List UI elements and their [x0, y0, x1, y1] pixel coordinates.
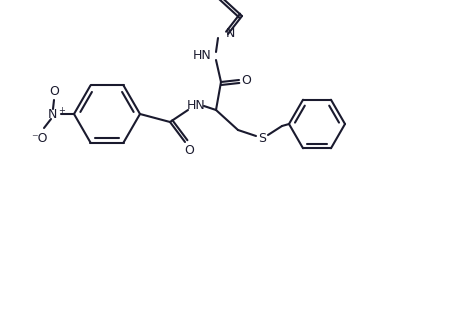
Text: HN: HN — [192, 49, 212, 62]
Text: ⁻O: ⁻O — [31, 131, 47, 145]
Text: N: N — [226, 26, 235, 40]
Text: O: O — [49, 84, 59, 98]
Text: S: S — [258, 131, 266, 145]
Text: O: O — [241, 73, 251, 87]
Text: N: N — [47, 108, 57, 120]
Text: +: + — [58, 106, 65, 115]
Text: O: O — [184, 144, 194, 156]
Text: HN: HN — [187, 99, 205, 111]
